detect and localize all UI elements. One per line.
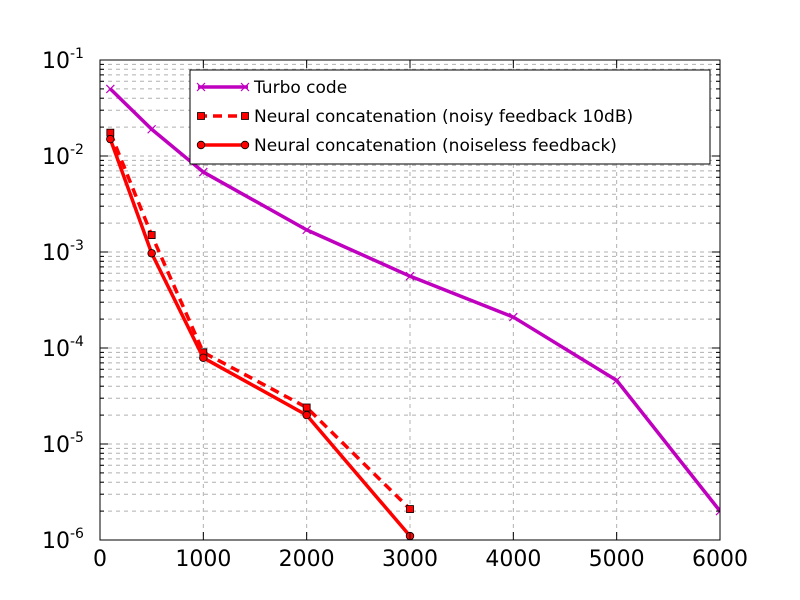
x-tick-label: 0 [93,547,107,572]
y-tick-exponent: -5 [70,430,84,446]
marker-stroke [302,225,312,235]
legend-marker [196,82,206,92]
data-point [302,225,312,235]
data-point [105,84,115,94]
data-point [715,506,720,516]
data-point [147,124,157,134]
x-tick-label: 2000 [279,547,335,572]
legend: Turbo code Neural concatenation (noisy fe… [189,69,711,165]
data-point [147,231,156,239]
y-tick-exponent: -1 [70,46,84,62]
y-tick-base: 10 [42,49,70,74]
y-tick-label: 10-6 [42,526,84,554]
ticks-group [99,59,721,541]
y-tick-base: 10 [42,337,70,362]
marker-stroke [508,312,518,322]
data-point [147,249,156,258]
data-point [406,505,414,513]
y-tick-base: 10 [42,145,70,170]
x-tick-label: 3000 [382,547,438,572]
y-tick-label: 10-4 [42,334,84,362]
legend-marker [240,140,250,150]
series-2 [106,134,415,540]
legend-label: Neural concatenation (noisy feedback 10d… [254,107,633,127]
data-point [302,410,311,420]
y-tick-base: 10 [42,241,70,266]
y-tick-exponent: -6 [70,526,84,542]
marker-stroke [196,82,206,92]
marker-stroke [240,82,250,92]
legend-label: Turbo code [253,78,347,98]
x-tick-label: 5000 [589,547,645,572]
marker-stroke [715,510,720,516]
legend-label: Neural concatenation (noiseless feedback… [254,136,617,156]
series-line [109,87,720,513]
y-tick-label: 10-3 [42,238,84,266]
y-tick-labels: 10-110-210-310-410-510-6 [42,46,84,554]
data-point [405,271,415,281]
legend-marker [240,82,250,92]
y-tick-exponent: -2 [70,142,84,158]
marker-stroke [405,271,415,281]
y-tick-label: 10-5 [42,430,84,458]
data-point [302,403,311,412]
x-tick-labels: 0 1000 2000 3000 4000 5000 6000 [93,547,748,572]
legend-marker [196,140,206,150]
marker-stroke [105,84,115,94]
y-tick-exponent: -3 [70,238,84,254]
x-tick-label: 4000 [485,547,541,572]
legend-box [189,69,711,165]
marker-stroke [612,375,622,385]
y-tick-label: 10-1 [42,46,84,74]
marker-stroke [198,167,208,177]
marker-stroke [715,506,720,512]
legend-marker [197,112,205,120]
marker-stroke [147,124,157,134]
y-tick-base: 10 [42,529,70,554]
data-point [106,134,115,144]
legend-marker [241,112,249,120]
x-tick-label: 1000 [175,547,231,572]
data-point [198,167,208,177]
series-0 [105,84,720,516]
series-group [105,84,720,540]
data-point [612,375,622,385]
x-tick-label: 6000 [692,547,748,572]
y-tick-exponent: -4 [70,334,84,350]
y-tick-base: 10 [42,433,70,458]
data-point [508,312,518,322]
y-tick-label: 10-2 [42,142,84,170]
data-point [199,353,208,363]
